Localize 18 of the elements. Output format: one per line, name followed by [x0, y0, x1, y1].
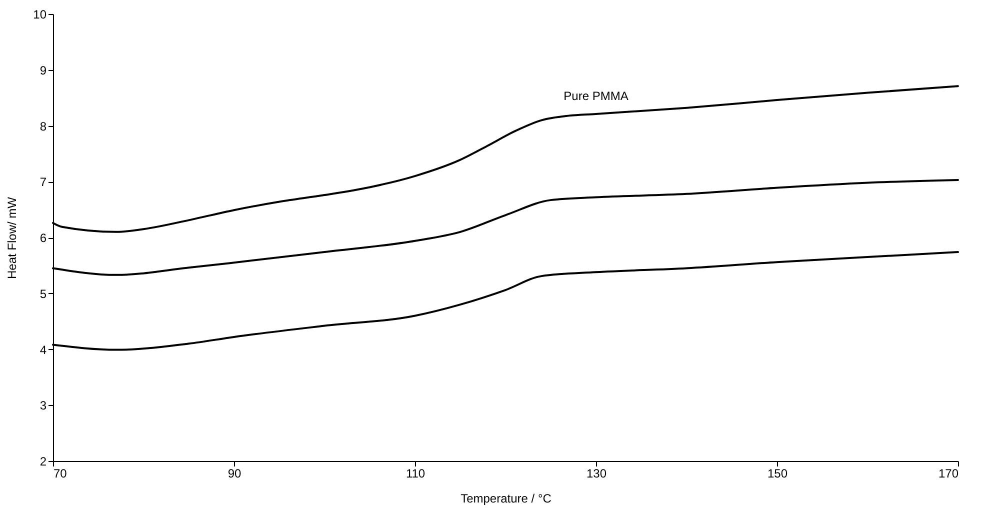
- y-tick-label: 8: [40, 119, 47, 134]
- y-tick-label: 2: [40, 454, 47, 468]
- series-label: Pure PMMA: [564, 89, 628, 104]
- x-tick-label: 150: [767, 466, 788, 480]
- x-tick-label: 90: [228, 466, 242, 480]
- y-tick-label: 7: [40, 175, 47, 190]
- x-axis-title: Temperature / °C: [460, 492, 552, 506]
- x-tick-label: 110: [406, 466, 426, 480]
- y-tick-label: 3: [40, 398, 47, 413]
- x-tick-label: 70: [54, 466, 68, 480]
- x-tick-label: 170: [938, 466, 959, 480]
- y-tick-label: 10: [33, 8, 47, 22]
- y-axis-title: Heat Flow/ mW: [5, 196, 20, 280]
- y-tick-label: 4: [40, 342, 47, 357]
- y-tick-label: 5: [40, 286, 47, 301]
- x-tick-label: 130: [586, 466, 607, 480]
- y-tick-label: 6: [40, 231, 47, 245]
- y-tick-label: 9: [40, 63, 47, 78]
